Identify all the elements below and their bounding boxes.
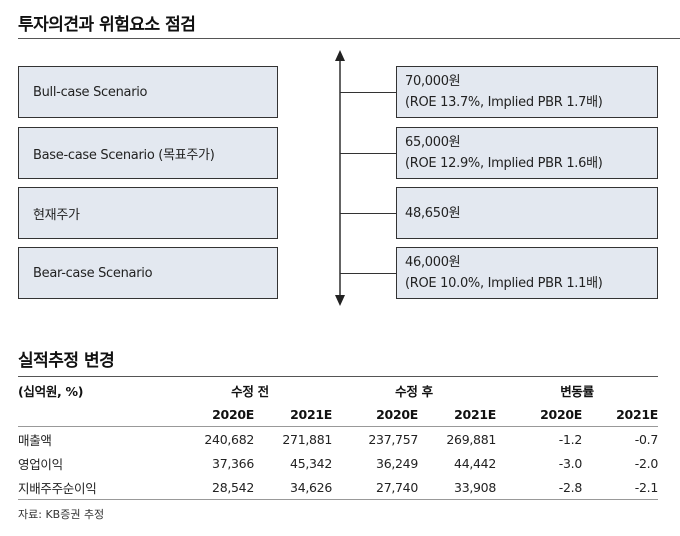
cell: -0.7 xyxy=(634,431,659,447)
connector-line xyxy=(340,213,396,214)
scenario-base-value: 65,000원 (ROE 12.9%, Implied PBR 1.6배) xyxy=(396,127,658,179)
cell: -2.1 xyxy=(582,475,658,500)
table-header-years: 2020E 2021E 2020E 2021E 2020E 2021E xyxy=(18,402,658,427)
cell: 271,881 xyxy=(282,431,332,447)
cell: 37,366 xyxy=(212,455,254,471)
connector-line xyxy=(340,92,396,93)
cell: 33,908 xyxy=(418,475,496,500)
row-label: 매출액 xyxy=(18,432,52,448)
estimate-table: (십억원, %) 수정 전 수정 후 변동률 2020E 2021E 2020E… xyxy=(18,378,658,500)
year-header: 2020E xyxy=(168,402,254,427)
group-before: 수정 전 xyxy=(231,383,269,399)
cell: 36,249 xyxy=(376,455,418,471)
row-label: 지배주주순이익 xyxy=(18,475,168,500)
year-header: 2021E xyxy=(254,402,332,427)
cell: 240,682 xyxy=(204,431,254,447)
cell: -1.2 xyxy=(558,431,583,447)
cell: -2.8 xyxy=(496,475,582,500)
cell: 34,626 xyxy=(254,475,332,500)
cell: 45,342 xyxy=(290,455,332,471)
row-label: 영업이익 xyxy=(18,456,63,472)
cell: 44,442 xyxy=(454,455,496,471)
year-header: 2021E xyxy=(418,402,496,427)
section-title-estimates: 실적추정 변경 xyxy=(18,351,115,371)
group-change: 변동률 xyxy=(560,383,594,399)
current-price-value: 48,650원 xyxy=(396,187,658,239)
cell: 27,740 xyxy=(332,475,418,500)
table-row: 지배주주순이익 28,542 34,626 27,740 33,908 -2.8… xyxy=(18,475,658,500)
vertical-double-arrow xyxy=(335,50,345,306)
scenario-bear-value: 46,000원 (ROE 10.0%, Implied PBR 1.1배) xyxy=(396,247,658,299)
unit-label: (십억원, %) xyxy=(18,383,84,399)
cell: -2.0 xyxy=(634,455,659,471)
year-header: 2021E xyxy=(582,402,658,427)
table-row: 매출액 240,682 271,881 237,757 269,881 -1.2… xyxy=(18,427,658,452)
year-header: 2020E xyxy=(496,402,582,427)
cell: -3.0 xyxy=(558,455,583,471)
scenario-bear-label: Bear-case Scenario xyxy=(18,247,278,299)
title-divider xyxy=(18,38,680,39)
cell: 269,881 xyxy=(446,431,496,447)
scenario-bull-value: 70,000원 (ROE 13.7%, Implied PBR 1.7배) xyxy=(396,66,658,118)
cell: 237,757 xyxy=(368,431,418,447)
connector-line xyxy=(340,273,396,274)
scenario-base-label: Base-case Scenario (목표주가) xyxy=(18,127,278,179)
source-note: 자료: KB증권 추정 xyxy=(18,508,105,521)
table-row: 영업이익 37,366 45,342 36,249 44,442 -3.0 -2… xyxy=(18,451,658,475)
group-after: 수정 후 xyxy=(395,383,433,399)
year-header: 2020E xyxy=(332,402,418,427)
current-price-label: 현재주가 xyxy=(18,187,278,239)
table-top-rule xyxy=(18,376,658,377)
connector-line xyxy=(340,153,396,154)
cell: 28,542 xyxy=(168,475,254,500)
scenario-bull-label: Bull-case Scenario xyxy=(18,66,278,118)
section-title-valuation: 투자의견과 위험요소 점검 xyxy=(18,15,196,35)
table-header-groups: (십억원, %) 수정 전 수정 후 변동률 xyxy=(18,378,658,402)
